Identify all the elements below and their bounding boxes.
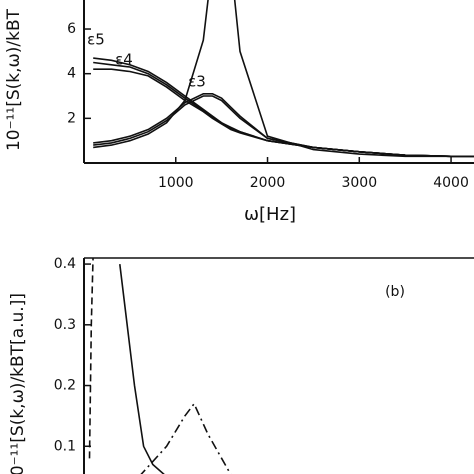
x-axis-label: ω[Hz] [244, 204, 296, 225]
y-tick-label: 0.1 [54, 438, 76, 454]
plot-area [88, 258, 232, 474]
curve [88, 258, 94, 459]
plot-area [93, 0, 474, 158]
y-axis-label: 10⁻¹¹[S(k,ω)/kBT[a.u.]] [8, 293, 28, 474]
y-axis-label: 10⁻¹¹[S(k,ω)/kBT [4, 8, 24, 151]
curve [93, 93, 474, 158]
curve-label: ε5 [87, 31, 105, 49]
x-tick-label: 1000 [158, 175, 194, 191]
panel-label: (b) [385, 284, 405, 300]
y-tick-label: 4 [67, 66, 76, 82]
curve [93, 68, 474, 158]
curve [119, 264, 165, 474]
y-tick-label: 2 [67, 110, 76, 126]
curve [140, 402, 232, 474]
curve [93, 95, 474, 158]
curve-label: ε4 [115, 51, 133, 69]
x-tick-label: 3000 [341, 175, 377, 191]
y-tick-label: 0.4 [54, 256, 76, 272]
y-tick-label: 6 [67, 21, 76, 37]
x-tick-label: 2000 [250, 175, 286, 191]
x-tick-label: 4000 [433, 175, 469, 191]
curve [93, 0, 474, 158]
y-tick-label: 0.3 [54, 317, 76, 333]
y-tick-label: 0.2 [54, 378, 76, 394]
curve-label: ε3 [188, 73, 206, 91]
